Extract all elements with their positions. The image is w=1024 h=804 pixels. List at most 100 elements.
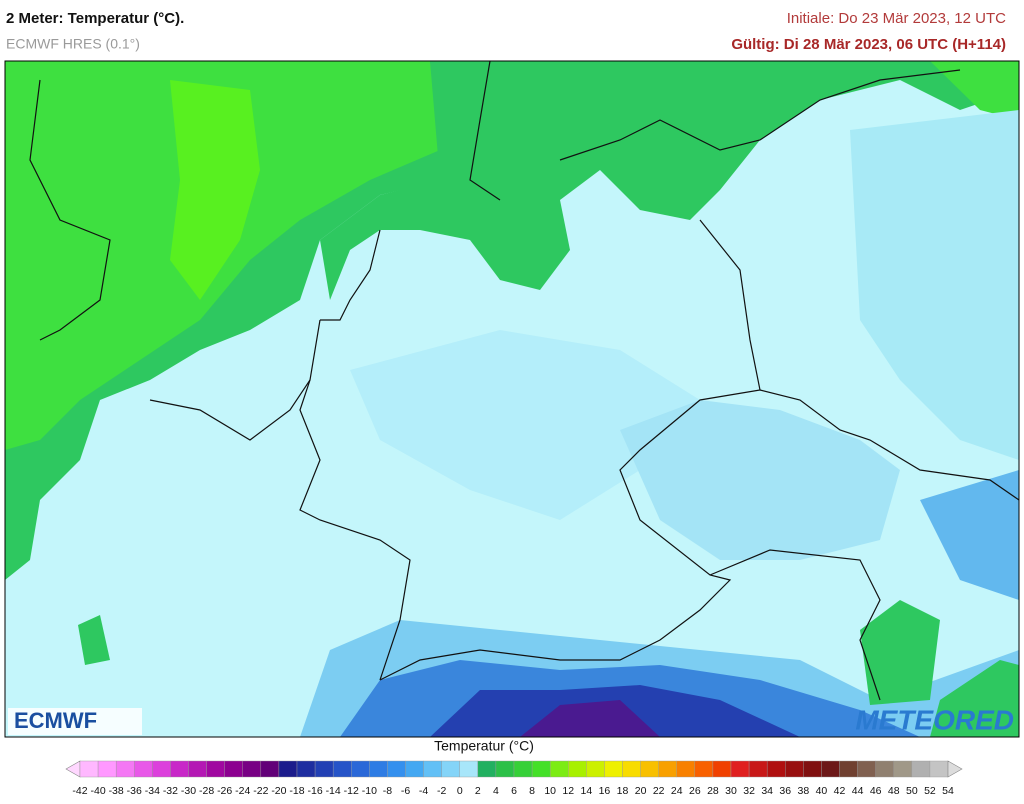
colorbar-tick-label: -40 [90,785,105,797]
colorbar-tick-label: 16 [599,785,611,797]
colorbar-tick-label: 26 [689,785,701,797]
colorbar-cell [332,760,352,778]
colorbar-tick-label: -18 [289,785,304,797]
colorbar-cell [369,760,388,778]
colorbar-tick-label: 0 [457,785,463,797]
colorbar-tick-label: 52 [924,785,936,797]
colorbar-cell [531,760,551,778]
colorbar-cell [568,760,587,778]
colorbar-tick-label: 18 [617,785,629,797]
init-time: Initiale: Do 23 Mär 2023, 12 UTC [787,10,1006,27]
colorbar-tick-label: -16 [307,785,322,797]
colorbar-cell [911,760,931,778]
colorbar-tick-label: -42 [72,785,87,797]
colorbar-tick-label: -2 [437,785,446,797]
colorbar-tick-label: -8 [383,785,392,797]
colorbar-tick-label: -36 [127,785,142,797]
colorbar-cell [206,760,225,778]
colorbar-cell [296,760,316,778]
colorbar-tick-label: -10 [362,785,377,797]
colorbar-cell [513,760,533,778]
colorbar-tick-label: 10 [544,785,556,797]
colorbar-cell [586,760,605,778]
colorbar-cell [97,760,117,778]
colorbar-arrow-low [65,760,81,778]
colorbar-cell [875,760,894,778]
colorbar-tick-label: -14 [326,785,341,797]
colorbar-cell [459,760,479,778]
colorbar-cell [351,760,370,778]
colorbar-cell [640,760,659,778]
colorbar-tick-label: 28 [707,785,719,797]
colorbar-cell [857,760,876,778]
colorbar-cell [152,760,171,778]
colorbar-tick-label: 48 [888,785,900,797]
colorbar-tick-label: 4 [493,785,499,797]
colorbar-tick-label: 2 [475,785,481,797]
colorbar-tick-label: -30 [181,785,196,797]
colorbar-tick-label: -24 [235,785,250,797]
colorbar-cell [712,760,732,778]
colorbar-tick-label: 12 [562,785,574,797]
colorbar-cell [115,760,135,778]
colorbar-tick-label: 54 [942,785,954,797]
colorbar-tick-label: 46 [870,785,882,797]
colorbar-cell [549,760,569,778]
colorbar-cell [766,760,786,778]
colorbar-cell [477,760,497,778]
colorbar-cell [314,760,334,778]
subtitle: ECMWF HRES (0.1°) [6,36,140,52]
colorbar-cell [188,760,207,778]
colorbar-tick-label: 20 [635,785,647,797]
colorbar-cell [839,760,858,778]
colorbar-tick-label: -4 [419,785,428,797]
colorbar-tick-label: 40 [816,785,828,797]
colorbar-arrow-high [947,760,963,778]
colorbar-cell [929,760,949,778]
colorbar-tick-label: -32 [163,785,178,797]
colorbar-cell [676,760,696,778]
colorbar-tick-label: 22 [653,785,665,797]
colorbar-tick-label: 8 [529,785,535,797]
valid-time: Gültig: Di 28 Mär 2023, 06 UTC (H+114) [731,36,1006,53]
colorbar-cell [604,760,623,778]
colorbar-tick-label: 38 [797,785,809,797]
colorbar-cell [242,760,262,778]
colorbar-tick-label: 14 [580,785,592,797]
colorbar-cell [423,760,442,778]
colorbar-tick-label: -34 [145,785,160,797]
colorbar-tick-label: -38 [109,785,124,797]
colorbar-cell [785,760,804,778]
colorbar-tick-label: 30 [725,785,737,797]
colorbar-cell [405,760,424,778]
colorbar-cell [821,760,840,778]
colorbar-tick-label: -28 [199,785,214,797]
colorbar-cell [441,760,460,778]
colorbar-tick-label: 34 [761,785,773,797]
colorbar-tick-label: -20 [271,785,286,797]
colorbar-tick-label: 36 [779,785,791,797]
colorbar-tick-label: -26 [217,785,232,797]
title: 2 Meter: Temperatur (°C). [6,10,184,27]
colorbar-cell [495,760,515,778]
colorbar-tick-label: 42 [834,785,846,797]
map: ECMWF METEORED [4,60,1020,738]
colorbar-tick-label: 44 [852,785,864,797]
colorbar-cell [730,760,750,778]
colorbar: -42 -40 -38 -36 -34 -32 -30 -28 -26 -24 -22 -20 -18-… [65,760,963,797]
colorbar-tick-label: 50 [906,785,918,797]
colorbar-tick-label: 24 [671,785,683,797]
colorbar-cell [622,760,641,778]
colorbar-tick-label: -6 [401,785,410,797]
ecmwf-logo: ECMWF [14,708,97,733]
colorbar-tick-label: 32 [743,785,755,797]
colorbar-cell [658,760,677,778]
colorbar-title: Temperatur (°C) [434,738,534,754]
colorbar-cell [224,760,243,778]
colorbar-cell [134,760,153,778]
colorbar-cell [803,760,822,778]
colorbar-cell [260,760,280,778]
colorbar-cell [387,760,406,778]
colorbar-cell [278,760,298,778]
